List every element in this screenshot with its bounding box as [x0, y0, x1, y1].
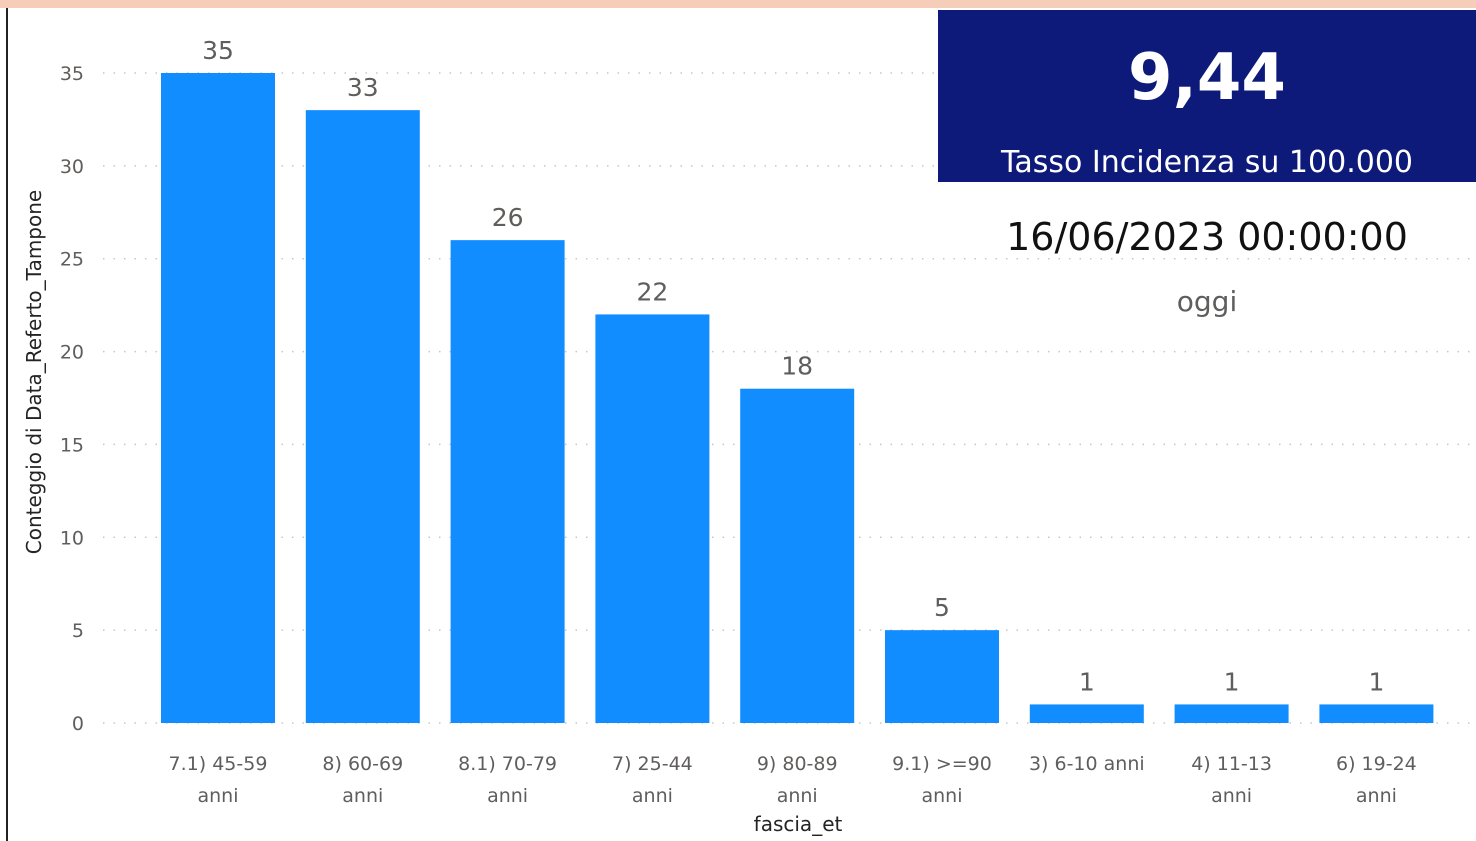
x-tick-label: anni — [487, 785, 528, 807]
y-tick-label: 10 — [60, 527, 84, 549]
x-tick-label: 8) 60-69 — [322, 753, 403, 775]
left-border — [6, 8, 8, 841]
data-label: 1 — [1224, 667, 1240, 696]
x-tick-label: 7) 25-44 — [612, 753, 693, 775]
x-tick-label: 9.1) >=90 — [892, 753, 992, 775]
kpi-card: 9,44 Tasso Incidenza su 100.000 — [938, 10, 1476, 182]
data-label: 1 — [1079, 667, 1095, 696]
x-tick-label: anni — [921, 785, 962, 807]
bar — [305, 110, 420, 723]
x-tick-label: 6) 19-24 — [1336, 753, 1417, 775]
y-tick-label: 0 — [72, 713, 84, 735]
bar — [161, 73, 275, 723]
x-tick-label: anni — [632, 785, 673, 807]
bars — [161, 73, 1434, 723]
x-tick-label: anni — [342, 785, 383, 807]
x-tick-label: 8.1) 70-79 — [458, 753, 557, 775]
y-tick-label: 20 — [60, 342, 84, 364]
y-tick-label: 30 — [60, 156, 84, 178]
x-tick-label: 3) 6-10 anni — [1029, 753, 1145, 775]
data-label: 26 — [492, 203, 524, 232]
y-tick-label: 15 — [60, 434, 84, 456]
kpi-label: Tasso Incidenza su 100.000 — [1000, 145, 1413, 180]
data-label: 22 — [636, 277, 668, 306]
bar — [885, 630, 999, 723]
data-labels: 35 33 26 22 18 5 1 1 1 — [202, 36, 1384, 696]
x-tick-label: anni — [197, 785, 238, 807]
bar — [1174, 704, 1289, 723]
x-tick-label: anni — [1356, 785, 1397, 807]
bar — [450, 240, 565, 723]
x-tick-label: anni — [1211, 785, 1252, 807]
date-value: 16/06/2023 00:00:00 — [1006, 215, 1408, 259]
x-tick-label: 7.1) 45-59 — [169, 753, 268, 775]
kpi-value: 9,44 — [1128, 41, 1286, 115]
y-tick-label: 25 — [60, 249, 84, 271]
bar — [1319, 704, 1434, 723]
bar — [1029, 704, 1144, 723]
data-label: 18 — [781, 352, 813, 381]
y-axis-title: Conteggio di Data_Referto_Tampone — [22, 189, 46, 555]
bar — [740, 388, 855, 723]
x-axis-ticks: 7.1) 45-59 anni 8) 60-69 anni 8.1) 70-79 anni… — [169, 753, 1417, 807]
x-tick-label: anni — [777, 785, 818, 807]
data-label: 35 — [202, 36, 234, 65]
date-label: oggi — [1176, 285, 1238, 318]
data-label: 1 — [1368, 667, 1384, 696]
data-label: 5 — [934, 593, 950, 622]
y-axis-ticks: 0 5 10 15 20 25 30 35 — [60, 63, 84, 735]
top-accent-strip — [0, 0, 1476, 8]
x-tick-label: 9) 80-89 — [757, 753, 838, 775]
bar — [595, 314, 710, 723]
data-label: 33 — [347, 73, 379, 102]
x-axis-title: fascia_et — [753, 812, 843, 836]
y-tick-label: 35 — [60, 63, 84, 85]
y-tick-label: 5 — [72, 620, 84, 642]
x-tick-label: 4) 11-13 — [1191, 753, 1272, 775]
